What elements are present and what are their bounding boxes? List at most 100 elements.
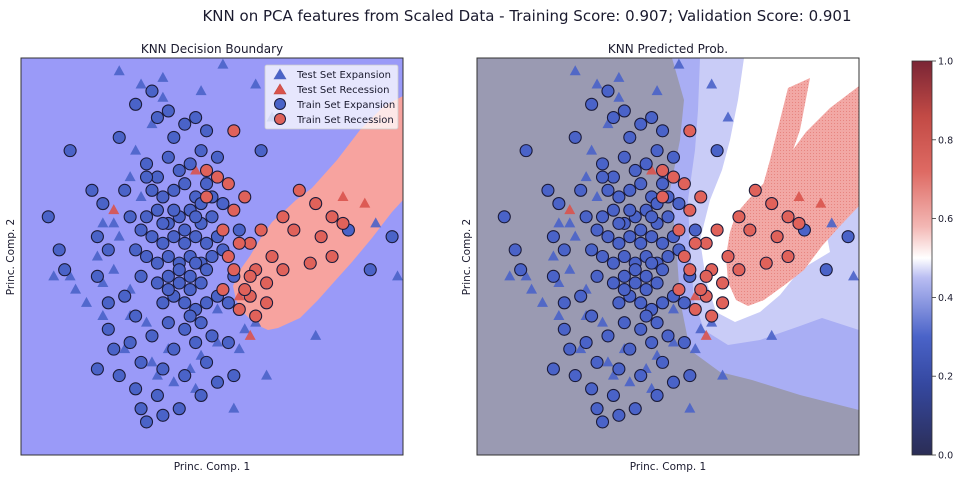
left-test-expansion-marker — [124, 171, 136, 182]
left-train-expansion-marker — [205, 329, 219, 343]
right-test-expansion-marker — [673, 58, 685, 69]
right-train-expansion-marker — [590, 402, 604, 416]
right-train-expansion-marker — [557, 296, 571, 310]
left-train-expansion-marker — [134, 402, 148, 416]
left-train-recession-marker — [276, 210, 290, 224]
left-train-recession-marker — [232, 236, 246, 250]
right-train-expansion-marker — [661, 210, 675, 224]
left-train-recession-marker — [260, 296, 274, 310]
right-train-expansion-marker — [585, 97, 599, 111]
right-test-expansion-marker — [684, 402, 696, 413]
right-train-recession-marker — [765, 197, 779, 211]
right-train-expansion-marker — [623, 230, 637, 244]
right-test-expansion-marker — [613, 91, 625, 102]
left-train-expansion-marker — [145, 230, 159, 244]
left-train-expansion-marker — [189, 230, 203, 244]
left-train-recession-marker — [314, 230, 328, 244]
right-train-recession-marker — [683, 124, 697, 138]
left-train-recession-marker — [243, 269, 257, 283]
right-train-expansion-marker — [606, 203, 620, 217]
right-train-recession-marker — [743, 223, 757, 237]
right-test-expansion-marker — [553, 310, 565, 321]
right-train-expansion-marker — [819, 263, 833, 277]
right-train-expansion-marker — [655, 355, 670, 369]
left-train-expansion-marker — [172, 402, 186, 416]
left-train-expansion-marker — [167, 183, 181, 197]
left-train-recession-marker — [232, 302, 246, 316]
left-train-expansion-marker — [96, 197, 110, 211]
right-train-expansion-marker — [628, 163, 642, 178]
right-train-recession-marker — [655, 190, 670, 204]
right-train-expansion-marker — [634, 369, 648, 383]
right-train-recession-marker — [694, 190, 708, 204]
right-train-expansion-marker — [623, 203, 637, 217]
left-train-recession-marker — [227, 124, 241, 138]
right-test-expansion-marker — [504, 270, 516, 281]
left-test-expansion-marker — [211, 336, 223, 347]
left-axes-frame — [20, 57, 404, 456]
left-train-expansion-marker — [139, 157, 154, 171]
legend-marker-test-expansion — [273, 68, 287, 80]
left-train-recession-marker — [227, 203, 241, 217]
right-train-recession-marker — [716, 276, 730, 290]
right-test-recession-marker — [689, 290, 701, 301]
right-train-expansion-marker — [639, 269, 653, 283]
left-train-expansion-marker — [150, 388, 164, 403]
right-train-expansion-marker — [612, 190, 626, 204]
right-train-expansion-marker — [595, 210, 610, 224]
right-train-expansion-marker — [617, 249, 631, 264]
right-train-expansion-marker — [601, 230, 615, 244]
right-train-expansion-marker — [639, 283, 653, 297]
right-train-recession-marker — [759, 256, 773, 270]
right-train-expansion-marker — [590, 269, 604, 283]
right-train-recession-marker — [705, 309, 719, 323]
right-train-expansion-marker — [574, 289, 588, 303]
right-train-expansion-marker — [617, 283, 631, 297]
left-train-recession-marker — [221, 249, 235, 264]
right-test-expansion-marker — [826, 217, 838, 228]
left-test-expansion-marker — [135, 190, 147, 201]
right-train-expansion-marker — [645, 256, 659, 270]
left-test-expansion-marker — [113, 65, 125, 76]
left-train-expansion-marker — [161, 150, 175, 164]
left-test-expansion-marker — [97, 310, 109, 321]
left-train-expansion-marker — [183, 283, 197, 297]
left-train-expansion-marker — [194, 276, 208, 290]
left-panel-title: KNN Decision Boundary — [141, 42, 283, 56]
right-train-expansion-marker — [677, 296, 691, 310]
left-train-expansion-marker — [227, 369, 241, 383]
right-train-expansion-marker — [628, 402, 642, 416]
right-train-expansion-marker — [666, 150, 681, 164]
left-legend: Test Set Expansion Test Set Recession Tr… — [264, 64, 399, 130]
right-train-expansion-marker — [574, 183, 588, 197]
left-train-expansion-marker — [167, 230, 181, 244]
left-train-expansion-marker — [232, 223, 246, 237]
left-train-expansion-marker — [178, 117, 192, 131]
right-train-expansion-marker — [617, 269, 631, 283]
left-test-expansion-marker — [64, 270, 76, 281]
right-test-expansion-marker — [667, 303, 679, 314]
left-train-expansion-marker — [118, 289, 132, 303]
left-train-expansion-marker — [112, 369, 126, 383]
right-train-recession-marker — [781, 249, 795, 264]
right-test-expansion-marker — [591, 190, 603, 201]
right-train-expansion-marker — [595, 157, 610, 171]
right-train-expansion-marker — [645, 230, 659, 244]
colorbar-gradient — [911, 60, 933, 456]
left-train-expansion-marker — [63, 144, 77, 158]
right-train-expansion-marker — [568, 369, 582, 383]
left-train-expansion-marker — [199, 263, 214, 277]
colorbar-tick-label: 0.0 — [938, 451, 953, 462]
right-test-expansion-marker — [695, 323, 707, 334]
left-test-expansion-marker — [48, 270, 60, 281]
legend-marker-test-recession — [273, 83, 287, 95]
right-train-expansion-marker — [606, 388, 620, 403]
left-train-expansion-marker — [172, 163, 186, 178]
left-train-expansion-marker — [156, 408, 170, 422]
right-test-recession-marker — [700, 329, 712, 340]
right-train-recession-marker — [792, 216, 806, 230]
right-scatter-points — [497, 58, 860, 429]
left-train-expansion-marker — [183, 157, 197, 171]
left-train-expansion-marker — [139, 415, 154, 429]
right-test-recession-marker — [564, 204, 576, 215]
